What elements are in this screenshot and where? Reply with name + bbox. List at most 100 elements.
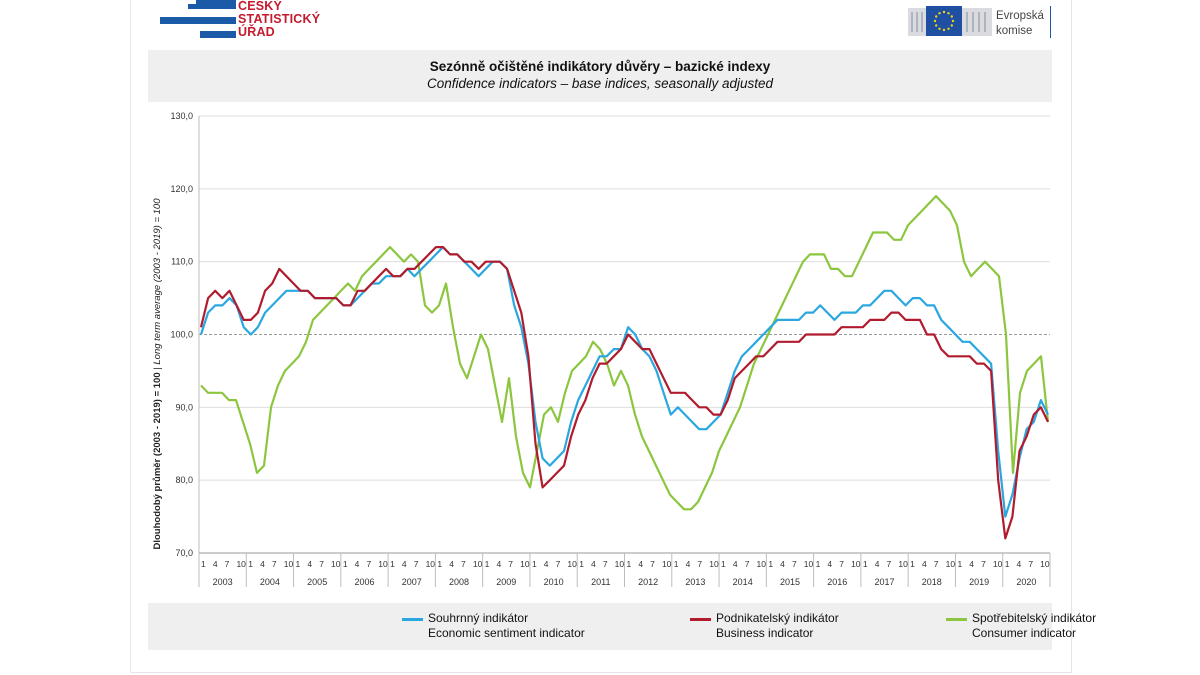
x-tick-label: 4 [733, 559, 738, 569]
x-tick-label: 7 [792, 559, 797, 569]
x-tick-label: 4 [307, 559, 312, 569]
x-tick-label: 7 [887, 559, 892, 569]
legend-label-en: Economic sentiment indicator [428, 626, 585, 640]
legend-item-consumer: Spotřebitelský indikátor Consumer indica… [946, 611, 1096, 641]
eu-star-icon [938, 27, 941, 30]
year-label: 2010 [544, 577, 564, 587]
csu-logo-text: ČESKÝ STATISTICKÝ ÚŘAD [238, 0, 321, 39]
chart-subtitle: Confidence indicators – base indices, se… [427, 76, 773, 91]
legend-label-cz: Souhrnný indikátor [428, 611, 529, 625]
x-tick-label: 4 [213, 559, 218, 569]
eu-star-icon [942, 10, 946, 14]
x-tick-label: 7 [745, 559, 750, 569]
x-tick-label: 7 [697, 559, 702, 569]
x-tick-label: 4 [875, 559, 880, 569]
ec-logo: Evropská komise [908, 4, 1058, 38]
x-tick-label: 1 [201, 559, 206, 569]
report-page [130, 0, 1072, 673]
x-tick-label: 4 [969, 559, 974, 569]
y-tick-label: 70,0 [175, 548, 193, 558]
eu-star-icon [933, 19, 937, 23]
x-tick-label: 7 [981, 559, 986, 569]
x-tick-label: 7 [650, 559, 655, 569]
x-tick-label: 1 [910, 559, 915, 569]
y-tick-label: 90,0 [175, 402, 193, 412]
x-tick-label: 4 [496, 559, 501, 569]
legend-label-en: Business indicator [716, 626, 814, 640]
x-tick-label: 10 [1040, 559, 1050, 569]
ec-building-icon [908, 6, 992, 36]
x-tick-label: 10 [804, 559, 814, 569]
x-tick-label: 4 [544, 559, 549, 569]
eu-star-icon [951, 19, 955, 23]
x-tick-label: 4 [1017, 559, 1022, 569]
x-tick-label: 1 [768, 559, 773, 569]
legend-label-en: Consumer indicator [972, 626, 1077, 640]
year-label: 2009 [496, 577, 516, 587]
eu-flag [926, 6, 962, 36]
year-label: 2012 [638, 577, 658, 587]
eu-star-icon [950, 15, 953, 18]
x-tick-label: 10 [615, 559, 625, 569]
x-tick-label: 1 [579, 559, 584, 569]
y-tick-label: 130,0 [170, 111, 193, 121]
x-tick-label: 10 [662, 559, 672, 569]
x-tick-label: 1 [674, 559, 679, 569]
x-tick-label: 10 [378, 559, 388, 569]
x-tick-label: 4 [638, 559, 643, 569]
x-tick-label: 7 [934, 559, 939, 569]
series-line-business [199, 246, 1049, 540]
y-tick-label: 110,0 [171, 257, 193, 267]
ec-logo-text: Evropská komise [996, 10, 1044, 37]
x-tick-label: 10 [946, 559, 956, 569]
x-tick-label: 7 [225, 559, 230, 569]
x-tick-label: 1 [863, 559, 868, 569]
eu-star-icon [950, 24, 953, 27]
x-tick-label: 10 [851, 559, 861, 569]
series-line-consumer [200, 194, 1050, 511]
x-tick-label: 10 [993, 559, 1003, 569]
eu-star-icon [938, 12, 941, 15]
eu-star-icon [947, 27, 950, 30]
year-label: 2014 [733, 577, 753, 587]
x-tick-label: 4 [827, 559, 832, 569]
x-tick-label: 10 [567, 559, 577, 569]
x-tick-label: 7 [461, 559, 466, 569]
y-tick-label: 80,0 [175, 475, 193, 485]
year-label: 2011 [591, 577, 610, 587]
x-tick-label: 7 [414, 559, 419, 569]
legend-item-business: Podnikatelský indikátor Business indicat… [690, 611, 839, 641]
x-tick-label: 10 [709, 559, 719, 569]
year-label: 2003 [213, 577, 233, 587]
series-line-economic-sentiment [199, 246, 1049, 518]
x-tick-label: 1 [532, 559, 537, 569]
x-tick-label: 4 [686, 559, 691, 569]
x-tick-label: 10 [898, 559, 908, 569]
x-tick-label: 1 [957, 559, 962, 569]
x-tick-label: 4 [591, 559, 596, 569]
year-label: 2017 [875, 577, 895, 587]
legend-label-cz: Podnikatelský indikátor [716, 611, 839, 625]
year-label: 2015 [780, 577, 800, 587]
x-tick-label: 4 [449, 559, 454, 569]
chart-title-box: Sezónně očištěné indikátory důvěry – baz… [148, 50, 1052, 102]
x-tick-label: 1 [721, 559, 726, 569]
y-axis-label-en: Long term average (2003 - 2019) = 100 [152, 198, 163, 365]
x-tick-label: 7 [556, 559, 561, 569]
x-tick-label: 7 [603, 559, 608, 569]
x-tick-label: 1 [390, 559, 395, 569]
year-label: 2005 [307, 577, 327, 587]
year-label: 2020 [1016, 577, 1036, 587]
year-label: 2018 [922, 577, 942, 587]
x-tick-label: 1 [248, 559, 253, 569]
y-axis-label-cz: Dlouhodobý průměr (2003 - 2019) = 100 [152, 372, 163, 549]
year-label: 2004 [260, 577, 280, 587]
x-tick-label: 10 [473, 559, 483, 569]
x-tick-label: 10 [426, 559, 436, 569]
x-tick-label: 4 [355, 559, 360, 569]
y-tick-label: 120,0 [170, 184, 193, 194]
x-tick-label: 10 [757, 559, 767, 569]
x-tick-label: 7 [1028, 559, 1033, 569]
x-tick-label: 1 [343, 559, 348, 569]
